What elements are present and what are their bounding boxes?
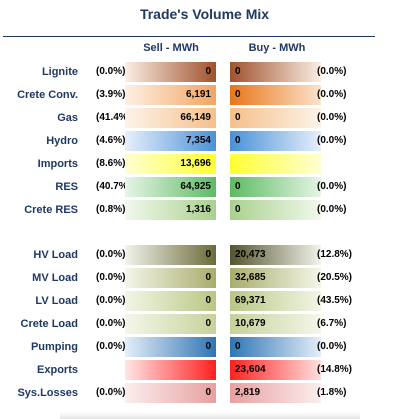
row-label-crete-res: Crete RES bbox=[24, 204, 78, 216]
sell-cell-exports bbox=[125, 360, 216, 380]
sell-pct-crete-load: (0.0%) bbox=[96, 318, 126, 329]
buy-pct-hv-load: (12.8%) bbox=[317, 249, 353, 260]
row-label-crete-load: Crete Load bbox=[20, 318, 78, 330]
sell-cell-crete-conv: 6,191 bbox=[125, 85, 216, 105]
sell-cell-hv-load: 0 bbox=[125, 245, 216, 265]
buy-cell-mv-load: 32,685 bbox=[230, 268, 321, 288]
sell-pct-crete-res: (0.8%) bbox=[96, 204, 126, 215]
buy-cell-crete-load: 10,679 bbox=[230, 314, 321, 334]
buy-pct-crete-conv: (0.0%) bbox=[317, 89, 347, 100]
sell-pct-mv-load: (0.0%) bbox=[96, 272, 126, 283]
buy-pct-gas: (0.0%) bbox=[317, 112, 347, 123]
buy-cell-crete-res: 0 bbox=[230, 200, 321, 220]
row-label-lignite: Lignite bbox=[41, 66, 78, 78]
sell-cell-crete-load: 0 bbox=[125, 314, 216, 334]
sell-pct-crete-conv: (3.9%) bbox=[96, 89, 126, 100]
buy-cell-lv-load: 69,371 bbox=[230, 291, 321, 311]
row-label-pumping: Pumping bbox=[30, 341, 78, 353]
page-title: Trade's Volume Mix bbox=[139, 6, 270, 22]
sell-pct-pumping: (0.0%) bbox=[96, 341, 126, 352]
buy-cell-imports bbox=[230, 154, 321, 174]
buy-pct-mv-load: (20.5%) bbox=[317, 272, 353, 283]
sell-cell-res: 64,925 bbox=[125, 177, 216, 197]
buy-cell-sys-losses: 2,819 bbox=[230, 383, 321, 403]
buy-cell-hv-load: 20,473 bbox=[230, 245, 321, 265]
buy-pct-lignite: (0.0%) bbox=[317, 66, 347, 77]
sell-pct-imports: (8.6%) bbox=[96, 158, 126, 169]
sell-cell-crete-res: 1,316 bbox=[125, 200, 216, 220]
buy-cell-lignite: 0 bbox=[230, 62, 321, 82]
sell-pct-lignite: (0.0%) bbox=[96, 66, 126, 77]
sell-cell-imports: 13,696 bbox=[125, 154, 216, 174]
buy-cell-gas: 0 bbox=[230, 108, 321, 128]
buy-pct-exports: (14.8%) bbox=[317, 364, 353, 375]
buy-cell-pumping: 0 bbox=[230, 337, 321, 357]
row-label-res: RES bbox=[55, 181, 78, 193]
title-divider bbox=[3, 36, 375, 37]
row-label-exports: Exports bbox=[37, 364, 78, 376]
buy-pct-crete-load: (6.7%) bbox=[317, 318, 347, 329]
sell-cell-hydro: 7,354 bbox=[125, 131, 216, 151]
row-label-imports: Imports bbox=[37, 158, 78, 170]
buy-pct-pumping: (0.0%) bbox=[317, 341, 347, 352]
row-label-crete-conv: Crete Conv. bbox=[17, 89, 78, 101]
sell-pct-lv-load: (0.0%) bbox=[96, 295, 126, 306]
sell-column-header: Sell - MWh bbox=[143, 42, 199, 54]
sell-pct-hv-load: (0.0%) bbox=[96, 249, 126, 260]
sell-pct-sys-losses: (0.0%) bbox=[96, 387, 126, 398]
buy-pct-sys-losses: (1.8%) bbox=[317, 387, 347, 398]
row-label-hv-load: HV Load bbox=[33, 249, 78, 261]
row-label-mv-load: MV Load bbox=[32, 272, 78, 284]
sell-cell-lv-load: 0 bbox=[125, 291, 216, 311]
row-label-gas: Gas bbox=[57, 112, 78, 124]
bottom-shadow bbox=[60, 412, 360, 419]
sell-pct-res: (40.7%) bbox=[96, 181, 132, 192]
sell-cell-pumping: 0 bbox=[125, 337, 216, 357]
sell-pct-hydro: (4.6%) bbox=[96, 135, 126, 146]
row-label-lv-load: LV Load bbox=[35, 295, 78, 307]
buy-pct-hydro: (0.0%) bbox=[317, 135, 347, 146]
row-label-hydro: Hydro bbox=[46, 135, 78, 147]
sell-cell-sys-losses: 0 bbox=[125, 383, 216, 403]
row-label-sys-losses: Sys.Losses bbox=[17, 387, 78, 399]
buy-cell-hydro: 0 bbox=[230, 131, 321, 151]
sell-cell-lignite: 0 bbox=[125, 62, 216, 82]
buy-pct-lv-load: (43.5%) bbox=[317, 295, 353, 306]
buy-pct-crete-res: (0.0%) bbox=[317, 204, 347, 215]
buy-column-header: Buy - MWh bbox=[248, 42, 306, 54]
buy-cell-crete-conv: 0 bbox=[230, 85, 321, 105]
buy-cell-exports: 23,604 bbox=[230, 360, 321, 380]
sell-cell-gas: 66,149 bbox=[125, 108, 216, 128]
buy-pct-res: (0.0%) bbox=[317, 181, 347, 192]
sell-cell-mv-load: 0 bbox=[125, 268, 216, 288]
buy-cell-res: 0 bbox=[230, 177, 321, 197]
sell-pct-gas: (41.4%) bbox=[96, 112, 132, 123]
